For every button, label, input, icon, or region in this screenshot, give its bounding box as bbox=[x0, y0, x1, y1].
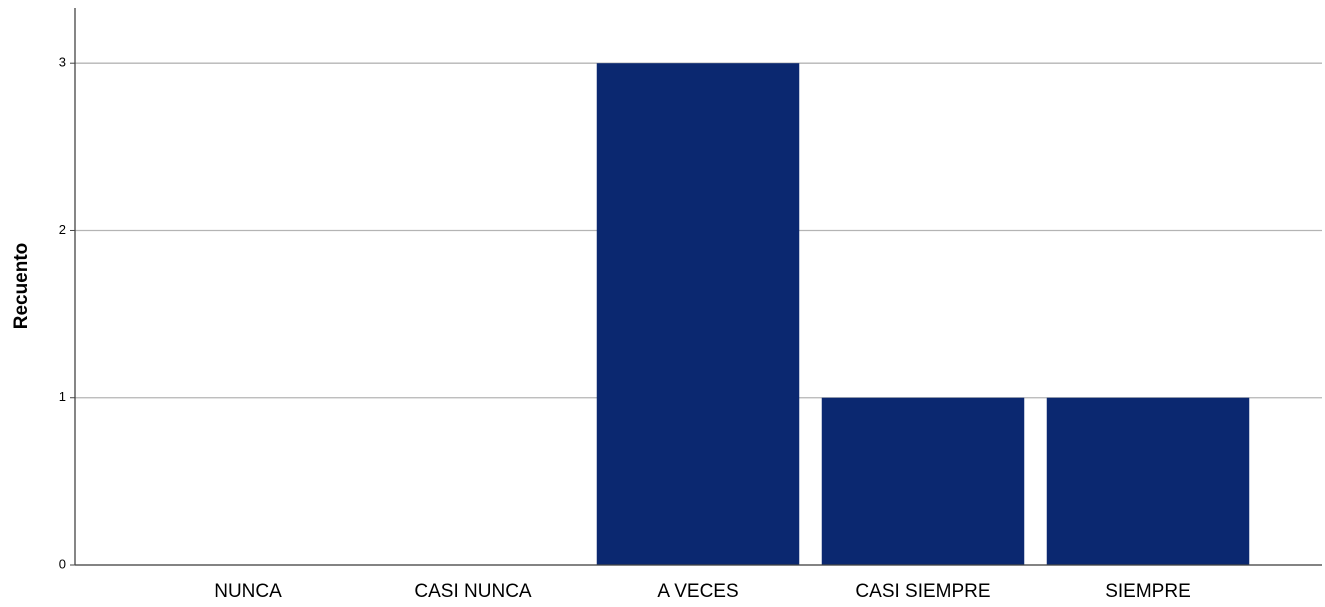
y-tick-label: 1 bbox=[59, 389, 66, 404]
y-tick-label: 3 bbox=[59, 55, 66, 70]
bar bbox=[596, 63, 800, 566]
y-axis-title: Recuento bbox=[11, 243, 32, 330]
x-tick-label: A VECES bbox=[657, 581, 738, 602]
x-tick-label: CASI NUNCA bbox=[414, 581, 532, 602]
y-tick-label: 0 bbox=[59, 556, 66, 571]
x-tick-label: SIEMPRE bbox=[1105, 581, 1191, 602]
bar bbox=[821, 397, 1025, 565]
x-tick-label: CASI SIEMPRE bbox=[855, 581, 990, 602]
y-tick-label: 2 bbox=[59, 222, 66, 237]
x-tick-label: NUNCA bbox=[214, 581, 282, 602]
bar bbox=[1046, 397, 1250, 565]
